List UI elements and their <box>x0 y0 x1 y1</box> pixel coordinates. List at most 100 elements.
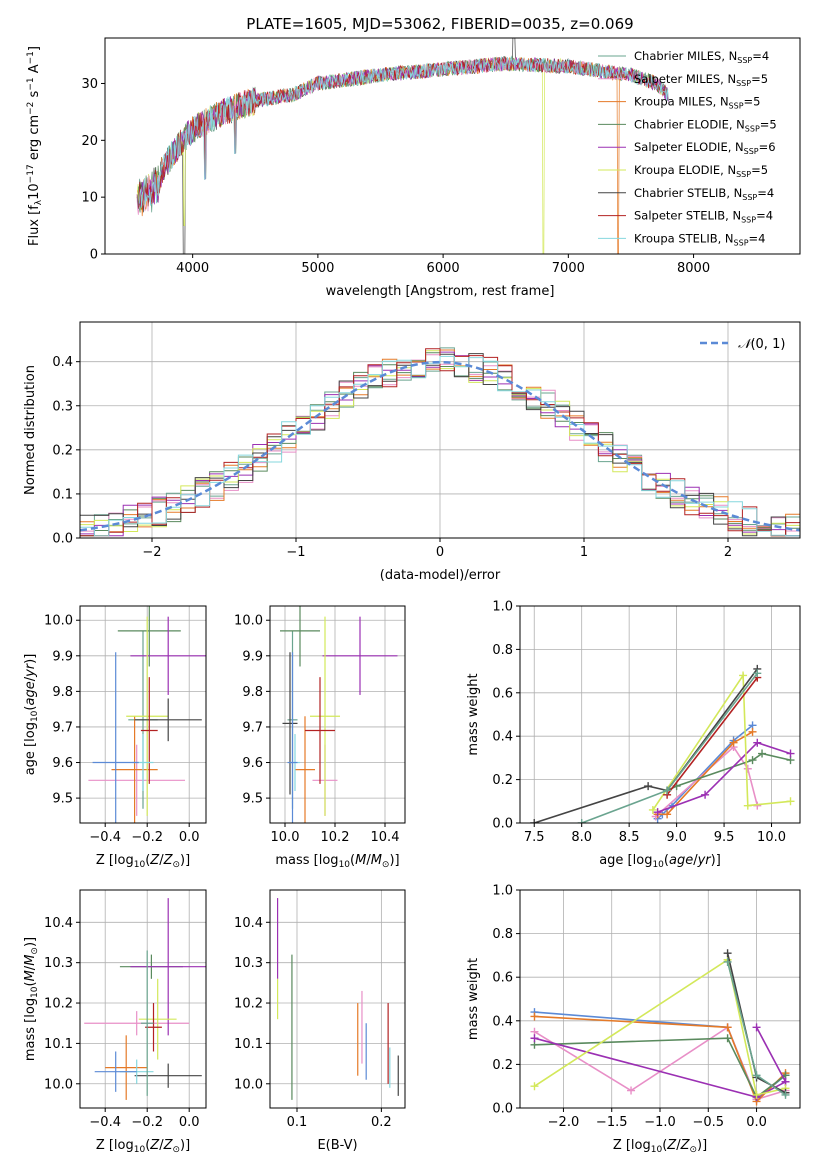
label-part: age [log <box>599 853 652 868</box>
label-part: −1 <box>26 77 36 90</box>
mass-weight-marker <box>743 801 752 810</box>
legend-tail: =4 <box>749 231 766 245</box>
spectrum-line <box>136 56 669 215</box>
histogram-step <box>80 355 800 537</box>
legend-tail: =4 <box>752 49 769 63</box>
plot-area <box>88 606 206 823</box>
mass-weight-marker <box>701 790 710 799</box>
mass-weight-marker <box>577 819 586 823</box>
mass-weight-marker <box>748 727 757 736</box>
axes-frame <box>104 37 801 255</box>
x-tick-label: 6000 <box>427 261 460 276</box>
mass-weight-marker <box>530 1034 539 1043</box>
legend-text: Kroupa ELODIE, N <box>634 163 736 177</box>
label-part: / <box>159 853 164 868</box>
y-tick-label: 10.1 <box>234 1037 263 1052</box>
x-tick-label: −1.0 <box>644 1115 676 1130</box>
y-tick-label: 10.4 <box>44 916 73 931</box>
label-part: )] <box>180 1138 190 1153</box>
y-tick-label: 0.4 <box>52 355 73 370</box>
label-part: )] <box>23 937 38 947</box>
x-axis-label: Z [log10(Z/Z⊙)] <box>613 1138 707 1155</box>
mass-weight-line <box>534 1037 786 1099</box>
label-part: yr <box>697 853 713 868</box>
spectrum-line <box>138 56 669 210</box>
x-tick-label: −0.4 <box>89 1115 121 1130</box>
spectrum-line <box>137 56 625 254</box>
label-part: ⊙ <box>30 947 40 955</box>
x-tick-label: −0.2 <box>131 1115 163 1130</box>
x-tick-label: 7000 <box>552 261 585 276</box>
legend-label: Salpeter STELIB, NSSP=4 <box>634 209 773 225</box>
legend-text: Chabrier STELIB, N <box>634 186 742 200</box>
label-part: ( <box>145 853 150 868</box>
mass-weight-marker <box>723 1023 732 1032</box>
x-tick-label: 10.4 <box>371 830 400 845</box>
y-tick-label: 9.8 <box>242 685 263 700</box>
mass-weight-marker <box>781 1090 790 1099</box>
y-tick-label: 20 <box>81 134 98 149</box>
x-tick-label: 9.5 <box>714 830 735 845</box>
y-tick-label: 0.0 <box>492 817 513 832</box>
mass-weight-marker <box>530 1012 539 1021</box>
histogram-step <box>80 348 800 537</box>
mass-weight-marker <box>723 957 732 966</box>
legend-text: Salpeter MILES, N <box>634 72 736 86</box>
label-part: ( <box>664 853 669 868</box>
axes-frame <box>79 605 207 824</box>
x-tick-label: 5000 <box>301 261 334 276</box>
label-part: / <box>366 853 371 868</box>
y-tick-label: 0.8 <box>492 643 513 658</box>
label-part: ( <box>662 1138 667 1153</box>
label-part: Z <box>149 1138 160 1153</box>
label-part: )] <box>697 1138 707 1153</box>
legend-label: Chabrier MILES, NSSP=4 <box>634 49 769 65</box>
label-part: ⊙ <box>689 1145 697 1155</box>
legend-label: Kroupa STELIB, NSSP=4 <box>634 231 765 247</box>
label-part: mass [log <box>23 998 38 1061</box>
label-part: / <box>676 1138 681 1153</box>
mass-weight-marker <box>653 808 662 817</box>
mass-weight-marker <box>786 797 795 806</box>
y-tick-label: 9.7 <box>52 720 73 735</box>
label-part: / <box>693 853 698 868</box>
x-tick-label: 0 <box>436 545 444 560</box>
y-tick-label: 9.9 <box>52 649 73 664</box>
legend-label: Salpeter MILES, NSSP=5 <box>634 72 768 88</box>
y-tick-label: 10.1 <box>44 1037 73 1052</box>
y-tick-label: 0.0 <box>492 1102 513 1117</box>
label-part: age [log <box>23 722 38 775</box>
legend-sub: SSP <box>741 216 756 225</box>
x-tick-label: 0.2 <box>371 1115 392 1130</box>
mass-weight-marker <box>753 738 762 747</box>
label-part: Z [log <box>96 1138 134 1153</box>
plot-area <box>276 898 399 1100</box>
mass-weight-marker <box>530 1082 539 1091</box>
label-part: ( <box>145 1138 150 1153</box>
x-tick-label: 9.0 <box>666 830 687 845</box>
mass-weight-marker <box>723 949 732 958</box>
y-axis-label: Normed distribution <box>23 365 38 495</box>
y-tick-label: 10.0 <box>234 614 263 629</box>
mass-weight-marker <box>648 805 657 814</box>
y-tick-label: 10 <box>81 191 98 206</box>
label-part: / <box>23 965 38 970</box>
y-tick-label: 10.0 <box>234 1077 263 1092</box>
label-part: )] <box>180 853 190 868</box>
y-tick-label: 1.0 <box>492 600 513 615</box>
label-part: yr <box>23 662 38 678</box>
mass-weight-line <box>534 1015 787 1103</box>
label-part: )] <box>389 853 399 868</box>
mass-weight-marker <box>748 756 757 765</box>
label-part: Flux [f <box>27 205 42 246</box>
label-part: 10 <box>134 1145 146 1155</box>
y-tick-label: 9.8 <box>52 685 73 700</box>
label-part: 10 <box>134 860 146 870</box>
axes-frame <box>269 605 406 824</box>
label-part: s <box>27 90 42 101</box>
y-tick-label: 0.8 <box>492 927 513 942</box>
mass-weight-marker <box>663 810 672 819</box>
mass-weight-line <box>655 745 759 818</box>
label-part: Z [log <box>96 853 134 868</box>
